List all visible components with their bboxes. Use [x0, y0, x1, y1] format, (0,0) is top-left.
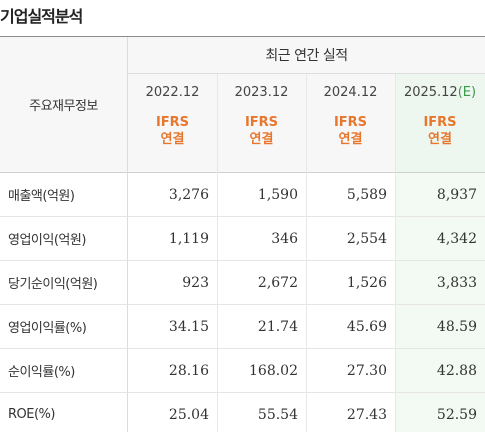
table-cell: 27.43: [306, 393, 395, 432]
row-header-label: 주요재무정보: [0, 37, 128, 173]
table-cell: 48.59: [395, 305, 485, 349]
table-cell: 27.30: [306, 349, 395, 393]
row-label: 영업이익률(%): [0, 305, 128, 349]
table-cell: 3,833: [395, 261, 485, 305]
table-cell: 1,119: [128, 217, 217, 261]
table-cell: 8,937: [395, 173, 485, 217]
standard-label: IFRS: [155, 115, 190, 130]
table-cell: 1,526: [306, 261, 395, 305]
financial-table: 주요재무정보 최근 연간 실적 2022.12 IFRS 연결 2023.12 …: [0, 36, 485, 432]
table-cell: 21.74: [217, 305, 306, 349]
column-group-header: 최근 연간 실적: [128, 37, 485, 74]
estimate-marker: (E): [457, 85, 477, 100]
table-cell: 55.54: [217, 393, 306, 432]
row-label: 순이익률(%): [0, 349, 128, 393]
table-cell: 28.16: [128, 349, 217, 393]
table-cell: 2,554: [306, 217, 395, 261]
table-cell: 45.69: [306, 305, 395, 349]
table-cell: 3,276: [128, 173, 217, 217]
year-label: 2022.12: [145, 85, 200, 100]
column-divider: [217, 74, 218, 432]
consolidation-label: 연결: [249, 132, 274, 147]
year-label: 2024.12: [323, 85, 378, 100]
table-cell: 34.15: [128, 305, 217, 349]
table-cell: 923: [128, 261, 217, 305]
consolidation-label: 연결: [160, 132, 185, 147]
row-label: ROE(%): [0, 393, 128, 432]
table-cell: 25.04: [128, 393, 217, 432]
table-cell: 5,589: [306, 173, 395, 217]
section-title: 기업실적분석: [0, 7, 83, 26]
table-cell: 346: [217, 217, 306, 261]
column-header-2022: 2022.12 IFRS 연결: [128, 74, 217, 173]
table-cell: 4,342: [395, 217, 485, 261]
column-divider: [306, 74, 307, 432]
row-label: 영업이익(억원): [0, 217, 128, 261]
column-header-2023: 2023.12 IFRS 연결: [217, 74, 306, 173]
table-cell: 2,672: [217, 261, 306, 305]
table-cell: 1,590: [217, 173, 306, 217]
consolidation-label: 연결: [338, 132, 363, 147]
year-label: 2023.12: [234, 85, 289, 100]
year-label: 2025.12: [403, 85, 458, 100]
column-header-2025-estimate: 2025.12(E) IFRS 연결: [395, 74, 485, 173]
row-label: 당기순이익(억원): [0, 261, 128, 305]
consolidation-label: 연결: [428, 132, 452, 147]
row-label: 매출액(억원): [0, 173, 128, 217]
standard-label: IFRS: [333, 115, 368, 130]
table-cell: 52.59: [395, 393, 485, 432]
column-header-2024: 2024.12 IFRS 연결: [306, 74, 395, 173]
table-cell: 168.02: [217, 349, 306, 393]
standard-label: IFRS: [244, 115, 279, 130]
table-cell: 42.88: [395, 349, 485, 393]
standard-label: IFRS: [423, 115, 457, 130]
column-divider: [395, 74, 396, 432]
